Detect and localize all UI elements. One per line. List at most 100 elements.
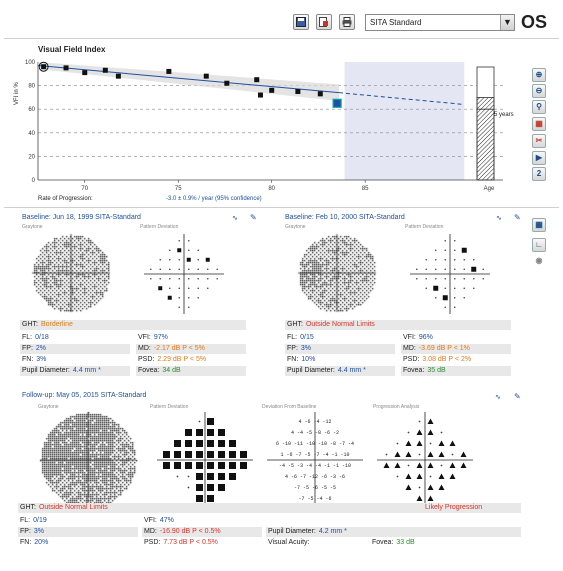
vfi-label: VFI: — [138, 334, 151, 341]
data-point — [224, 81, 229, 86]
two-up-button[interactable]: 2 — [532, 167, 546, 181]
ght-value: Outside Normal Limits — [39, 504, 108, 511]
field-point — [229, 451, 236, 458]
edit-icon[interactable]: ✎ — [250, 213, 257, 222]
field-point — [444, 278, 446, 280]
vfi-value: 96% — [419, 334, 433, 341]
stat-cell: FP: 3% — [18, 527, 138, 537]
vfi-chart: 10080604020070 75 80 85 Age — [0, 0, 530, 200]
stat-cell: VFI: 47% — [142, 516, 262, 526]
field-point — [386, 454, 388, 456]
trend-line — [38, 66, 339, 93]
fl-value: 0/15 — [300, 334, 314, 341]
field-point — [188, 306, 190, 308]
field-point — [482, 278, 484, 280]
field-point — [169, 249, 171, 251]
fl-label: FL: — [287, 334, 297, 341]
field-point — [207, 495, 214, 502]
pupil-label: Pupil Diameter: — [268, 528, 316, 535]
progression-triangle — [428, 452, 434, 458]
progression-triangle — [428, 430, 434, 436]
stat-cell: FL: 0/18 — [20, 333, 130, 343]
progression-triangle — [406, 474, 412, 480]
field-point — [218, 440, 225, 447]
pupil-value: 4.2 mm * — [319, 528, 347, 535]
field-point — [177, 248, 181, 252]
field-point — [196, 473, 203, 480]
zoom-fit-icon: ⚲ — [536, 102, 542, 111]
progression-triangle — [461, 452, 467, 458]
fn-value: 20% — [34, 539, 48, 546]
field-point — [168, 296, 172, 300]
layout-button[interactable]: ▦ — [532, 218, 546, 232]
fl-label: FL: — [22, 334, 32, 341]
eye-icon: ◉ — [536, 256, 543, 265]
deviation-row: 4 -6 -4 -12 — [298, 419, 331, 425]
fl-value: 0/18 — [35, 334, 49, 341]
field-point — [174, 451, 181, 458]
trend-icon[interactable]: ∿ — [496, 214, 502, 222]
field-point — [473, 278, 475, 280]
edit-icon[interactable]: ✎ — [514, 213, 521, 222]
deviation-row: -7 -5 -6 -5 -5 — [294, 485, 336, 491]
field-point — [463, 287, 465, 289]
field-point — [473, 259, 475, 261]
field-point — [444, 268, 446, 270]
field-point — [397, 476, 399, 478]
delete-button[interactable]: ✂ — [532, 134, 546, 148]
progression-triangle — [406, 441, 412, 447]
field-point — [178, 278, 180, 280]
view-button[interactable]: ◉ — [532, 255, 546, 269]
grid-icon: ▦ — [535, 220, 543, 229]
trend-icon[interactable]: ∿ — [232, 214, 238, 222]
psd-value: 3.08 dB P < 2% — [422, 356, 471, 363]
edit-icon[interactable]: ✎ — [514, 392, 521, 401]
field-point — [218, 429, 225, 436]
zoom-in-button[interactable]: ⊕ — [532, 68, 546, 82]
x-tick-label: 70 — [81, 186, 88, 192]
field-point — [169, 259, 171, 261]
ght-value: Borderline — [41, 321, 73, 328]
field-point — [218, 462, 225, 469]
field-point — [482, 268, 484, 270]
field-point — [435, 297, 437, 299]
trend-icon[interactable]: ∿ — [495, 393, 501, 401]
field-point — [188, 240, 190, 242]
stat-cell: FN: 10% — [285, 355, 395, 365]
fovea-label: Fovea: — [403, 367, 424, 374]
projection-years-label: 5 years — [494, 112, 514, 118]
field-point — [229, 440, 236, 447]
zoom-fit-button[interactable]: ⚲ — [532, 100, 546, 114]
play-button[interactable]: ▶ — [532, 151, 546, 165]
vfi-value: 97% — [154, 334, 168, 341]
select-exams-button[interactable]: ▦ — [532, 117, 546, 131]
chart-icon: ∟ — [535, 240, 543, 249]
progression-label: Rate of Progression: — [38, 196, 93, 202]
stat-cell: GHT: Borderline — [20, 320, 246, 330]
data-point — [41, 64, 46, 69]
field-point — [188, 268, 190, 270]
field-point — [218, 473, 225, 480]
ght-value: Outside Normal Limits — [306, 321, 375, 328]
x-tick-label: Age — [484, 186, 495, 192]
y-tick-label: 40 — [28, 131, 35, 137]
field-point — [207, 278, 209, 280]
field-point — [240, 451, 247, 458]
data-point — [116, 74, 121, 79]
field-point — [397, 443, 399, 445]
progression-triangle — [428, 463, 434, 469]
zoom-out-button[interactable]: ⊖ — [532, 84, 546, 98]
field-point — [435, 249, 437, 251]
field-point — [178, 287, 180, 289]
fl-value: 0/19 — [33, 517, 47, 524]
stat-cell: MD: -2.17 dB P < 5% — [136, 344, 246, 354]
fp-value: 2% — [36, 345, 46, 352]
stat-cell: PSD: 3.08 dB P < 2% — [401, 355, 511, 365]
baseline1-title: Baseline: Jun 18, 1999 SITA-Standard — [22, 214, 141, 221]
field-point — [416, 278, 418, 280]
progression-triangle — [428, 419, 434, 425]
fn-label: FN: — [287, 356, 298, 363]
progression-triangle — [417, 441, 423, 447]
chart-button[interactable]: ∟ — [532, 238, 546, 252]
stat-cell: FP: 3% — [285, 344, 395, 354]
